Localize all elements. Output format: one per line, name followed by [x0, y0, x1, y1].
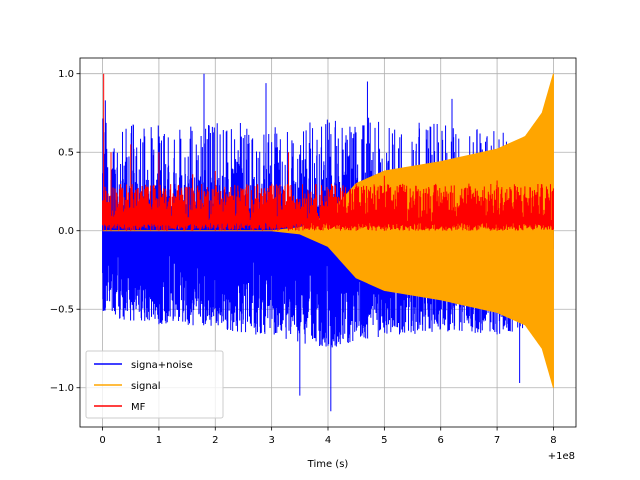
y-axis: −1.0 −0.5 0.0 0.5 1.0	[50, 69, 80, 394]
legend-box	[85, 350, 224, 419]
x-tick-label: 8	[550, 435, 556, 446]
x-tick-label: 0	[99, 435, 105, 446]
y-tick-label: 0.0	[58, 226, 74, 237]
legend-label-signa-noise: signa+noise	[131, 360, 193, 371]
x-tick-label: 3	[268, 435, 274, 446]
legend-label-signal: signal	[131, 381, 161, 392]
x-axis: 0 1 2 3 4 5 6 7 8	[99, 427, 557, 446]
x-tick-label: 6	[438, 435, 444, 446]
x-axis-label: Time (s)	[307, 459, 349, 470]
legend-label-mf: MF	[131, 402, 146, 413]
series-signal	[102, 73, 554, 388]
y-tick-label: −0.5	[50, 305, 74, 316]
x-tick-label: 2	[212, 435, 218, 446]
series-mf	[102, 73, 554, 231]
y-tick-label: 0.5	[58, 148, 74, 159]
x-offset-label: +1e8	[548, 451, 575, 462]
line-mf	[102, 73, 554, 231]
legend: signa+noise signal MF	[85, 350, 224, 419]
x-tick-label: 5	[381, 435, 387, 446]
line-signal	[102, 73, 554, 388]
x-tick-label: 1	[156, 435, 162, 446]
x-tick-label: 7	[494, 435, 500, 446]
x-tick-label: 4	[325, 435, 331, 446]
y-tick-label: 1.0	[58, 69, 74, 80]
y-tick-label: −1.0	[50, 383, 74, 394]
